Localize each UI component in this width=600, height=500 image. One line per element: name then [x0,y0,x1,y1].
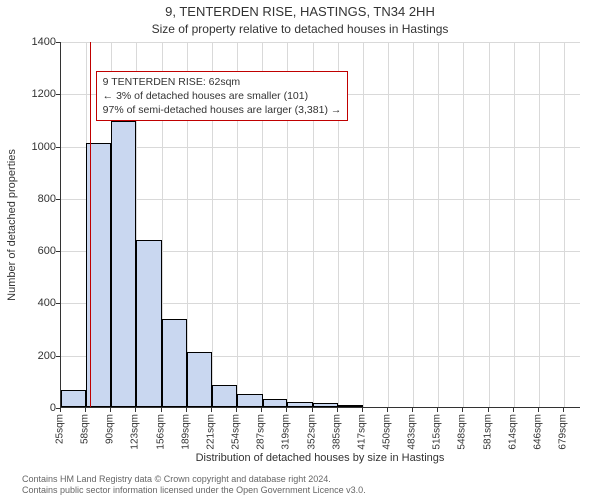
x-tick-label: 352sqm [306,414,317,450]
gridline-vertical [438,42,439,407]
x-tick-label: 450sqm [381,414,392,450]
x-tick-mark [312,408,313,412]
x-tick-mark [60,408,61,412]
gridline [61,147,580,148]
x-tick-mark [236,408,237,412]
y-tick-mark [56,356,60,357]
histogram-bar [187,352,212,407]
x-tick-mark [211,408,212,412]
y-tick-mark [56,303,60,304]
x-tick-label: 25sqm [55,414,66,444]
chart-container: 9, TENTERDEN RISE, HASTINGS, TN34 2HH Si… [0,0,600,500]
x-tick-mark [462,408,463,412]
y-tick-mark [56,251,60,252]
reference-line [90,42,91,407]
x-tick-label: 123sqm [130,414,141,450]
y-axis-title: Number of detached properties [6,149,18,301]
histogram-bar [338,405,363,407]
y-tick-label: 1200 [16,88,56,100]
histogram-bar [237,394,262,407]
x-tick-mark [488,408,489,412]
x-tick-mark [85,408,86,412]
x-tick-mark [135,408,136,412]
histogram-bar [212,385,237,407]
x-tick-mark [513,408,514,412]
histogram-bar [136,240,161,407]
footer-line-2: Contains public sector information licen… [22,485,366,496]
x-tick-label: 58sqm [80,414,91,444]
x-tick-label: 156sqm [155,414,166,450]
x-tick-mark [286,408,287,412]
y-tick-label: 600 [16,245,56,257]
x-tick-label: 90sqm [105,414,116,444]
annotation-line: ← 3% of detached houses are smaller (101… [103,89,342,103]
x-tick-label: 679sqm [558,414,569,450]
x-tick-mark [161,408,162,412]
x-tick-label: 581sqm [482,414,493,450]
x-tick-label: 646sqm [532,414,543,450]
chart-subtitle: Size of property relative to detached ho… [0,22,600,36]
x-tick-mark [110,408,111,412]
histogram-bar [162,319,187,407]
gridline-vertical [463,42,464,407]
x-tick-label: 548sqm [457,414,468,450]
x-tick-mark [337,408,338,412]
y-tick-label: 800 [16,193,56,205]
gridline-vertical [413,42,414,407]
histogram-bar [61,390,86,407]
x-tick-mark [538,408,539,412]
x-tick-mark [186,408,187,412]
x-tick-mark [437,408,438,412]
y-tick-mark [56,147,60,148]
histogram-bar [111,121,136,407]
histogram-bar [313,403,338,407]
y-tick-label: 1000 [16,141,56,153]
x-tick-label: 614sqm [507,414,518,450]
x-tick-label: 221sqm [205,414,216,450]
y-tick-mark [56,42,60,43]
x-tick-mark [563,408,564,412]
gridline-vertical [388,42,389,407]
histogram-bar [287,402,312,407]
x-tick-label: 483sqm [407,414,418,450]
x-tick-label: 189sqm [180,414,191,450]
x-tick-mark [387,408,388,412]
x-tick-label: 417sqm [356,414,367,450]
histogram-bar [263,399,288,407]
y-tick-label: 0 [16,402,56,414]
x-tick-label: 515sqm [432,414,443,450]
x-tick-label: 254sqm [231,414,242,450]
x-tick-mark [261,408,262,412]
annotation-box: 9 TENTERDEN RISE: 62sqm← 3% of detached … [96,71,349,122]
y-tick-mark [56,94,60,95]
y-tick-mark [56,199,60,200]
plot-area: 9 TENTERDEN RISE: 62sqm← 3% of detached … [60,42,580,408]
gridline [61,199,580,200]
gridline-vertical [514,42,515,407]
gridline [61,42,580,43]
y-tick-label: 400 [16,297,56,309]
annotation-line: 9 TENTERDEN RISE: 62sqm [103,75,342,89]
y-tick-label: 200 [16,350,56,362]
x-axis-title: Distribution of detached houses by size … [60,452,580,464]
gridline-vertical [489,42,490,407]
gridline-vertical [564,42,565,407]
x-tick-label: 385sqm [331,414,342,450]
footer-line-1: Contains HM Land Registry data © Crown c… [22,474,366,485]
y-tick-label: 1400 [16,36,56,48]
chart-title: 9, TENTERDEN RISE, HASTINGS, TN34 2HH [0,4,600,19]
x-tick-mark [412,408,413,412]
x-tick-label: 319sqm [281,414,292,450]
x-tick-label: 287sqm [256,414,267,450]
gridline-vertical [539,42,540,407]
annotation-line: 97% of semi-detached houses are larger (… [103,103,342,117]
gridline-vertical [363,42,364,407]
footer-attribution: Contains HM Land Registry data © Crown c… [22,474,366,497]
x-tick-mark [362,408,363,412]
